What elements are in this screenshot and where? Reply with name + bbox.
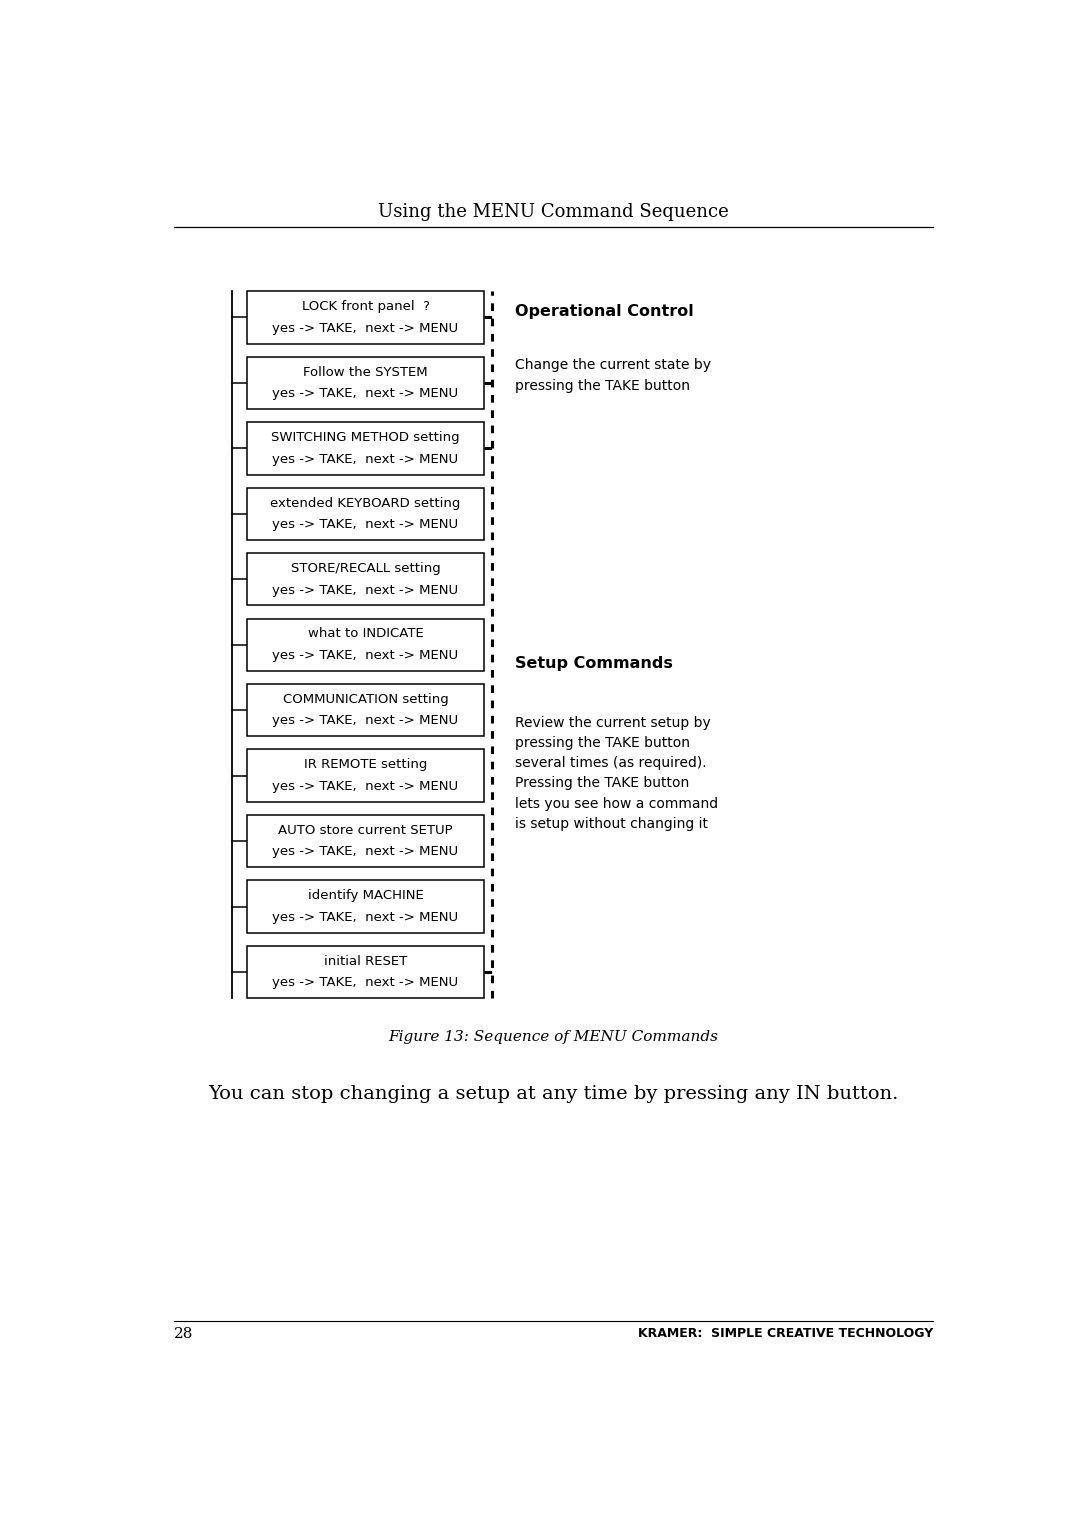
Text: identify MACHINE: identify MACHINE bbox=[308, 890, 423, 902]
FancyBboxPatch shape bbox=[247, 553, 484, 605]
FancyBboxPatch shape bbox=[247, 881, 484, 933]
Text: yes -> TAKE,  next -> MENU: yes -> TAKE, next -> MENU bbox=[272, 518, 459, 531]
Text: Figure 13: Sequence of MENU Commands: Figure 13: Sequence of MENU Commands bbox=[389, 1029, 718, 1044]
Text: yes -> TAKE,  next -> MENU: yes -> TAKE, next -> MENU bbox=[272, 648, 459, 662]
Text: yes -> TAKE,  next -> MENU: yes -> TAKE, next -> MENU bbox=[272, 584, 459, 596]
Text: yes -> TAKE,  next -> MENU: yes -> TAKE, next -> MENU bbox=[272, 780, 459, 794]
FancyBboxPatch shape bbox=[247, 749, 484, 801]
Text: yes -> TAKE,  next -> MENU: yes -> TAKE, next -> MENU bbox=[272, 387, 459, 401]
FancyBboxPatch shape bbox=[247, 292, 484, 344]
FancyBboxPatch shape bbox=[247, 815, 484, 867]
Text: Follow the SYSTEM: Follow the SYSTEM bbox=[303, 365, 428, 379]
FancyBboxPatch shape bbox=[247, 619, 484, 671]
Text: SWITCHING METHOD setting: SWITCHING METHOD setting bbox=[271, 431, 460, 443]
Text: 28: 28 bbox=[174, 1327, 193, 1341]
Text: COMMUNICATION setting: COMMUNICATION setting bbox=[283, 693, 448, 706]
FancyBboxPatch shape bbox=[247, 356, 484, 410]
FancyBboxPatch shape bbox=[247, 946, 484, 998]
Text: yes -> TAKE,  next -> MENU: yes -> TAKE, next -> MENU bbox=[272, 976, 459, 989]
Text: Review the current setup by
pressing the TAKE button
several times (as required): Review the current setup by pressing the… bbox=[515, 716, 718, 830]
Text: AUTO store current SETUP: AUTO store current SETUP bbox=[279, 824, 453, 836]
Text: yes -> TAKE,  next -> MENU: yes -> TAKE, next -> MENU bbox=[272, 911, 459, 924]
FancyBboxPatch shape bbox=[247, 488, 484, 540]
Text: You can stop changing a setup at any time by pressing any IN button.: You can stop changing a setup at any tim… bbox=[208, 1086, 899, 1104]
Text: what to INDICATE: what to INDICATE bbox=[308, 627, 423, 641]
Text: Using the MENU Command Sequence: Using the MENU Command Sequence bbox=[378, 203, 729, 222]
Text: LOCK front panel  ?: LOCK front panel ? bbox=[301, 300, 430, 313]
Text: yes -> TAKE,  next -> MENU: yes -> TAKE, next -> MENU bbox=[272, 453, 459, 466]
Text: IR REMOTE setting: IR REMOTE setting bbox=[303, 758, 428, 771]
Text: yes -> TAKE,  next -> MENU: yes -> TAKE, next -> MENU bbox=[272, 321, 459, 335]
Text: extended KEYBOARD setting: extended KEYBOARD setting bbox=[270, 497, 461, 509]
Text: yes -> TAKE,  next -> MENU: yes -> TAKE, next -> MENU bbox=[272, 714, 459, 728]
Text: yes -> TAKE,  next -> MENU: yes -> TAKE, next -> MENU bbox=[272, 846, 459, 858]
Text: STORE/RECALL setting: STORE/RECALL setting bbox=[291, 563, 441, 575]
FancyBboxPatch shape bbox=[247, 683, 484, 737]
Text: Change the current state by
pressing the TAKE button: Change the current state by pressing the… bbox=[515, 358, 711, 393]
Text: Setup Commands: Setup Commands bbox=[515, 656, 673, 671]
Text: initial RESET: initial RESET bbox=[324, 954, 407, 968]
FancyBboxPatch shape bbox=[247, 422, 484, 474]
Text: KRAMER:  SIMPLE CREATIVE TECHNOLOGY: KRAMER: SIMPLE CREATIVE TECHNOLOGY bbox=[638, 1327, 933, 1341]
Text: Operational Control: Operational Control bbox=[515, 304, 693, 320]
